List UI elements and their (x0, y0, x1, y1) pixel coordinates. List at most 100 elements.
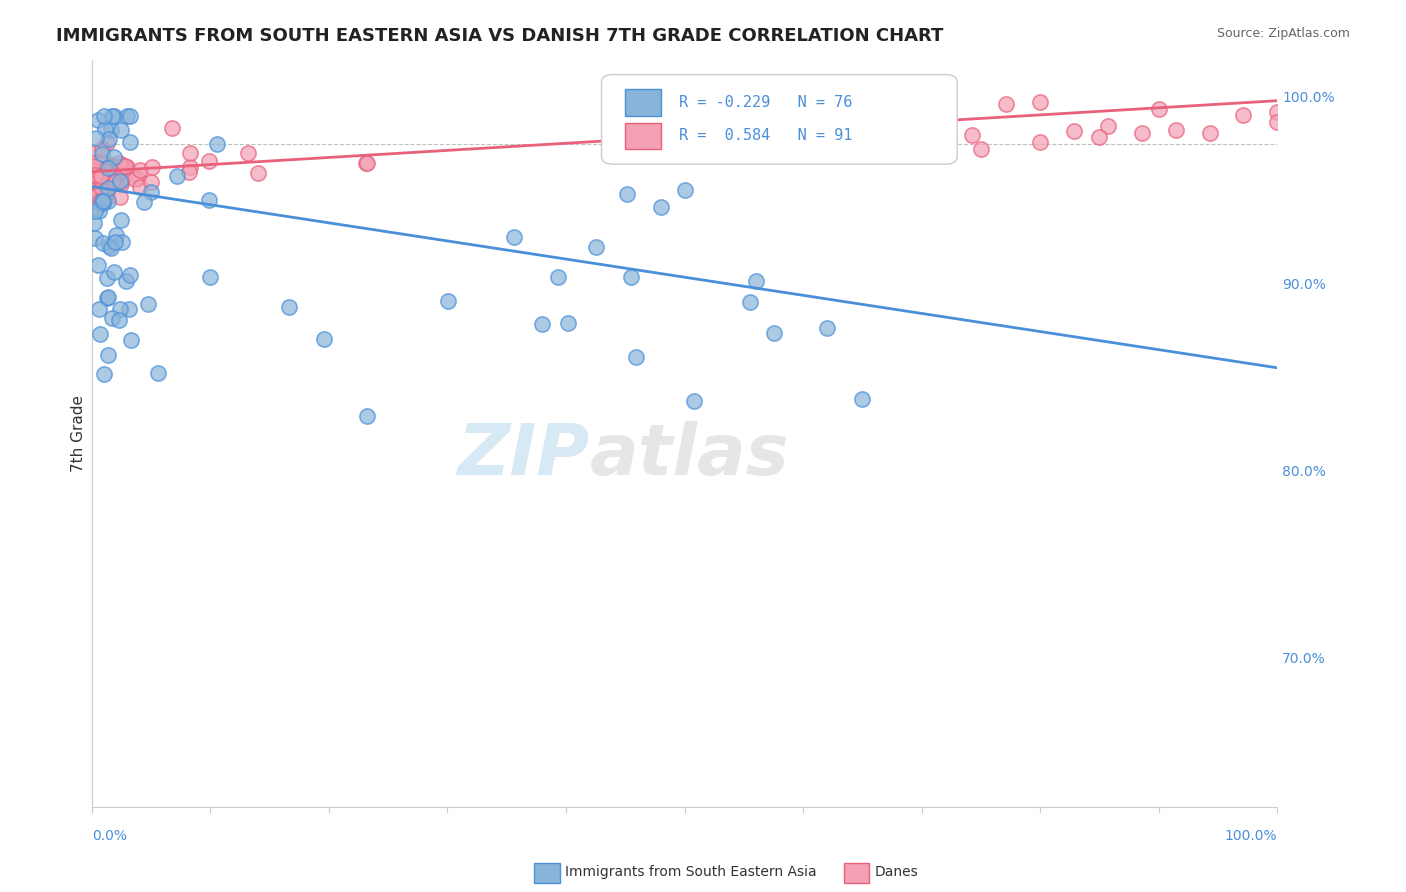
Point (127, 170, 149, 185)
Point (97, 194, 120, 208)
Point (141, 176, 163, 190)
Point (179, 146, 201, 161)
Text: 100.0%: 100.0% (1225, 830, 1277, 843)
Point (84, 131, 107, 145)
Text: ZIP: ZIP (457, 421, 589, 490)
Point (84, 203, 107, 218)
Point (1265, 115, 1288, 129)
Point (132, 194, 155, 209)
Point (1029, 135, 1052, 149)
Point (200, 270, 222, 285)
FancyBboxPatch shape (626, 123, 661, 149)
Point (1232, 108, 1254, 122)
Point (503, 229, 526, 244)
Point (90, 180, 112, 194)
Point (98, 168, 121, 182)
Point (1198, 126, 1220, 140)
Text: IMMIGRANTS FROM SOUTH EASTERN ASIA VS DANISH 7TH GRADE CORRELATION CHART: IMMIGRANTS FROM SOUTH EASTERN ASIA VS DA… (56, 27, 943, 45)
Point (94, 161, 117, 175)
Point (1147, 102, 1170, 116)
Point (100, 241, 122, 255)
Point (87, 169, 110, 184)
Point (238, 146, 260, 161)
Text: R = -0.229   N = 76: R = -0.229 N = 76 (679, 95, 852, 110)
Y-axis label: 7th Grade: 7th Grade (72, 394, 86, 472)
Point (97, 132, 120, 146)
Point (101, 109, 124, 123)
Point (84, 159, 107, 173)
Point (82, 166, 104, 180)
Point (166, 169, 188, 183)
Point (82, 173, 104, 187)
Point (650, 200, 672, 214)
Point (356, 156, 378, 170)
Point (198, 193, 221, 207)
Point (97, 180, 120, 194)
Point (96, 183, 118, 197)
Point (104, 235, 127, 249)
Point (83, 163, 105, 178)
Point (177, 164, 200, 178)
Point (146, 366, 169, 380)
Point (1130, 126, 1153, 140)
Point (111, 160, 134, 174)
Point (96, 271, 118, 285)
Point (585, 240, 607, 254)
Point (108, 190, 131, 204)
Point (96, 190, 118, 204)
Point (93, 194, 115, 209)
Text: Immigrants from South Eastern Asia: Immigrants from South Eastern Asia (565, 865, 817, 880)
Point (179, 160, 201, 174)
Text: R =  0.584   N = 91: R = 0.584 N = 91 (679, 128, 852, 144)
Point (121, 333, 143, 347)
Point (91, 194, 114, 209)
Point (108, 156, 131, 170)
Point (91, 173, 114, 187)
Point (762, 326, 785, 340)
Point (124, 171, 146, 186)
Point (620, 270, 643, 285)
Point (120, 136, 142, 150)
Point (91, 236, 114, 251)
Point (118, 268, 141, 282)
Point (90, 142, 112, 156)
Point (436, 293, 458, 308)
Text: Source: ZipAtlas.com: Source: ZipAtlas.com (1216, 27, 1350, 40)
Point (115, 109, 138, 123)
Point (86, 258, 108, 272)
Point (108, 313, 131, 327)
Point (247, 165, 270, 179)
Point (82, 202, 104, 217)
Point (128, 180, 150, 194)
Point (278, 300, 301, 314)
Point (107, 165, 129, 179)
Point (314, 332, 336, 346)
Point (90, 169, 112, 184)
Point (141, 161, 163, 175)
Point (136, 297, 159, 311)
Point (1164, 123, 1187, 137)
Point (105, 170, 128, 185)
Point (356, 409, 378, 424)
Point (82, 180, 104, 194)
Point (108, 173, 131, 187)
Point (91, 154, 114, 169)
Point (115, 160, 138, 174)
Point (89, 327, 111, 342)
Point (91, 194, 114, 209)
Point (815, 320, 838, 334)
Point (103, 265, 125, 279)
Point (83, 215, 105, 229)
Point (82, 179, 104, 194)
Point (557, 316, 579, 330)
Point (96, 159, 118, 173)
Point (1088, 129, 1111, 144)
Point (962, 128, 984, 142)
Point (110, 177, 132, 191)
Point (89, 301, 111, 316)
Text: atlas: atlas (589, 421, 789, 490)
Point (118, 109, 141, 123)
Point (859, 103, 882, 117)
Point (104, 227, 127, 242)
Point (100, 160, 122, 174)
